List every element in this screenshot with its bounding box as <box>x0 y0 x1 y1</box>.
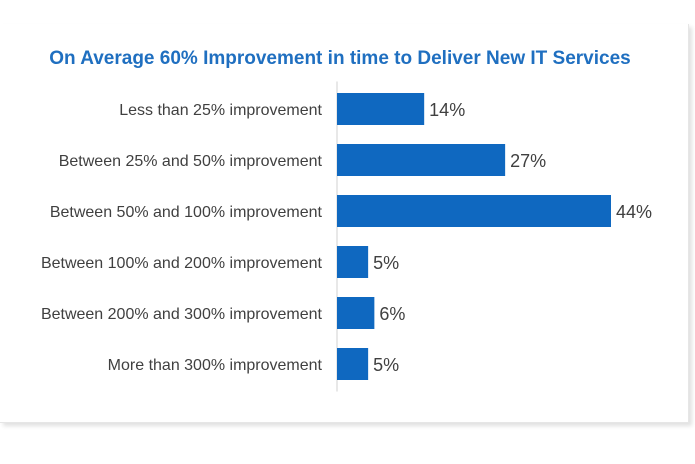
value-label: 27% <box>510 151 546 171</box>
category-label: Between 200% and 300% improvement <box>41 306 323 323</box>
value-label: 44% <box>616 202 652 222</box>
chart-title: On Average 60% Improvement in time to De… <box>49 48 631 69</box>
bar <box>337 348 369 380</box>
value-label: 5% <box>373 253 399 273</box>
value-label: 6% <box>379 304 405 324</box>
value-label: 14% <box>429 100 465 120</box>
category-label: Between 25% and 50% improvement <box>59 153 323 170</box>
bar <box>337 195 611 227</box>
category-label: Less than 25% improvement <box>119 102 322 119</box>
bar <box>337 144 506 176</box>
category-label: More than 300% improvement <box>108 357 323 374</box>
bar <box>337 246 369 278</box>
bar <box>337 297 375 329</box>
value-label: 5% <box>373 355 399 375</box>
category-label: Between 100% and 200% improvement <box>41 255 323 272</box>
bar <box>337 93 425 125</box>
category-label: Between 50% and 100% improvement <box>50 204 323 221</box>
